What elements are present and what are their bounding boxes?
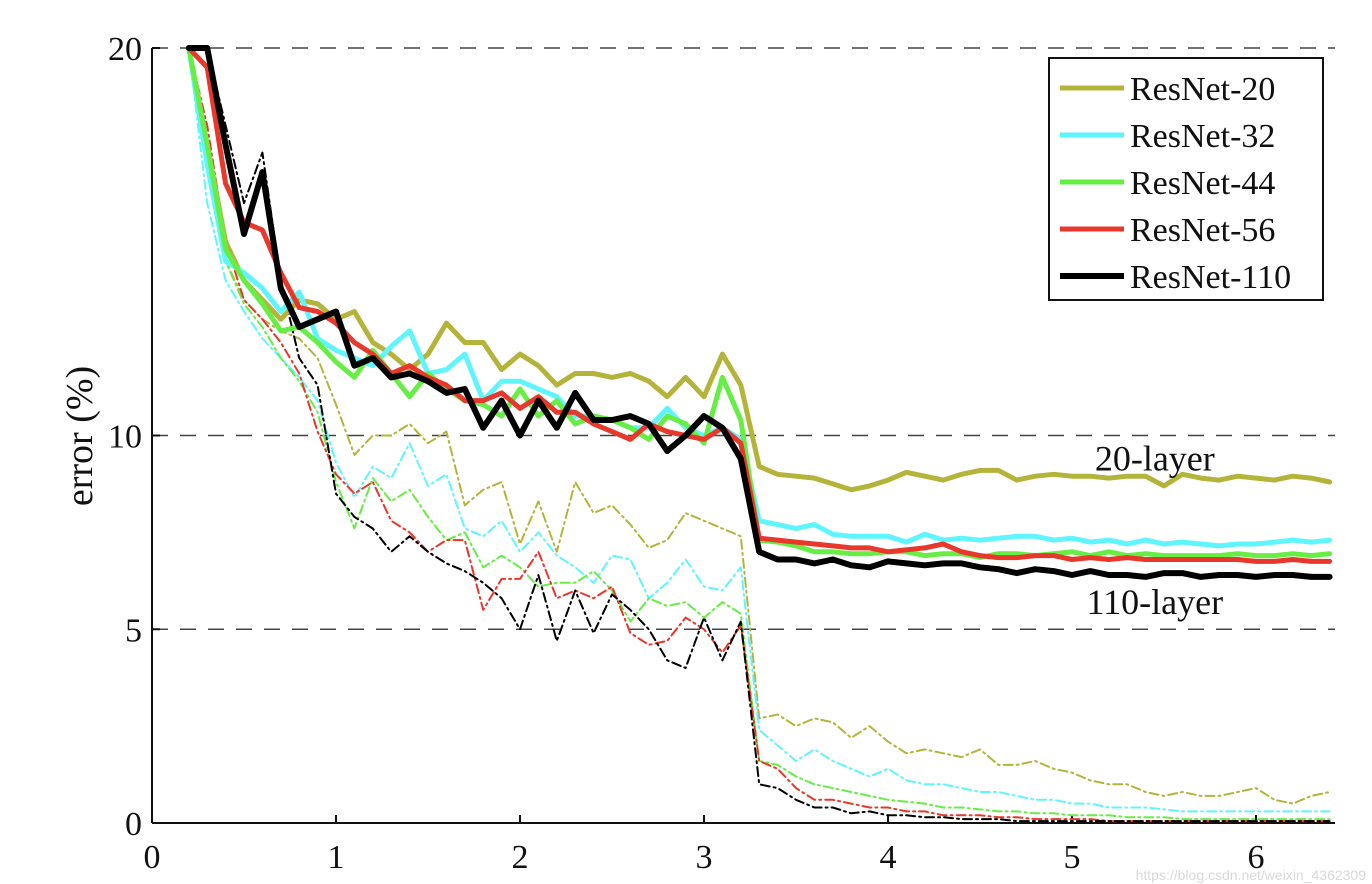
x-tick-label: 1	[328, 839, 345, 876]
watermark: https://blog.csdn.net/weixin_4362309	[1136, 867, 1367, 883]
legend-label-resnet-32: ResNet-32	[1130, 118, 1275, 155]
y-tick-label: 0	[125, 806, 142, 843]
test-series-group	[185, 45, 1333, 580]
x-tick-label: 4	[880, 839, 897, 876]
series-train-resnet-110	[187, 47, 1331, 823]
x-ticks: 0 1 2 3 4 5 6	[144, 815, 1265, 876]
series-test-resnet-20	[186, 45, 1333, 493]
x-tick-label: 5	[1064, 839, 1081, 876]
train-series-group	[187, 47, 1331, 823]
legend-label-resnet-44: ResNet-44	[1130, 165, 1275, 202]
annotations: 20-layer 110-layer	[1086, 438, 1223, 621]
y-tick-label: 5	[125, 612, 142, 649]
y-ticks: 0 5 10 20	[108, 31, 160, 843]
annotation-20-layer: 20-layer	[1095, 438, 1215, 478]
series-train-resnet-32	[187, 47, 1331, 813]
y-tick-label: 10	[108, 419, 142, 456]
legend-box	[1048, 57, 1324, 301]
annotation-110-layer: 110-layer	[1086, 582, 1223, 622]
y-axis-label: error (%)	[59, 366, 101, 506]
y-tick-label: 20	[108, 31, 142, 68]
x-tick-label: 6	[1248, 839, 1265, 876]
x-tick-label: 2	[512, 839, 529, 876]
legend: ResNet-20 ResNet-32 ResNet-44 ResNet-56 ResN…	[1048, 57, 1324, 301]
legend-label-resnet-20: ResNet-20	[1130, 71, 1275, 108]
legend-label-resnet-56: ResNet-56	[1130, 212, 1275, 249]
x-tick-label: 0	[144, 839, 161, 876]
legend-label-resnet-110: ResNet-110	[1130, 259, 1291, 296]
x-tick-label: 3	[696, 839, 713, 876]
series-train-resnet-20	[187, 47, 1331, 805]
series-test-resnet-110	[185, 45, 1333, 580]
